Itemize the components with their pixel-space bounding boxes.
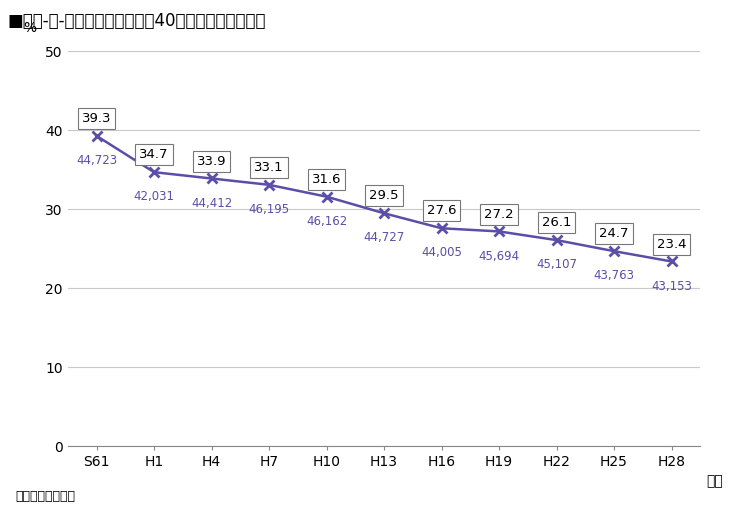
- Text: 33.9: 33.9: [197, 154, 226, 168]
- Text: 33.1: 33.1: [255, 161, 284, 174]
- Text: 42,031: 42,031: [133, 190, 175, 203]
- Text: 44,727: 44,727: [364, 231, 404, 244]
- Text: 34.7: 34.7: [139, 148, 169, 161]
- Text: 45,694: 45,694: [478, 250, 520, 263]
- Text: 資料：文部科学省: 資料：文部科学省: [15, 490, 75, 503]
- Text: 27.6: 27.6: [427, 204, 456, 218]
- Text: 26.1: 26.1: [542, 216, 572, 229]
- Text: 46,162: 46,162: [306, 215, 347, 228]
- Text: 44,412: 44,412: [191, 196, 232, 210]
- Text: 43,763: 43,763: [593, 269, 635, 282]
- Text: 23.4: 23.4: [657, 238, 686, 250]
- Text: 46,195: 46,195: [248, 203, 290, 216]
- Text: 43,153: 43,153: [651, 280, 692, 292]
- Text: 44,005: 44,005: [421, 246, 462, 260]
- Text: 27.2: 27.2: [484, 208, 514, 221]
- Text: 45,107: 45,107: [536, 258, 577, 271]
- Text: 24.7: 24.7: [599, 227, 629, 240]
- Text: 年度: 年度: [706, 474, 724, 488]
- Text: 39.3: 39.3: [82, 112, 111, 125]
- Text: 44,723: 44,723: [76, 154, 117, 167]
- Text: 31.6: 31.6: [312, 173, 341, 186]
- Text: ■第２-４-１図／大学におけゃ40歳未満本務教員比率: ■第２-４-１図／大学におけゃ40歳未満本務教員比率: [8, 12, 266, 30]
- Text: %: %: [23, 22, 37, 35]
- Text: 29.5: 29.5: [369, 189, 399, 202]
